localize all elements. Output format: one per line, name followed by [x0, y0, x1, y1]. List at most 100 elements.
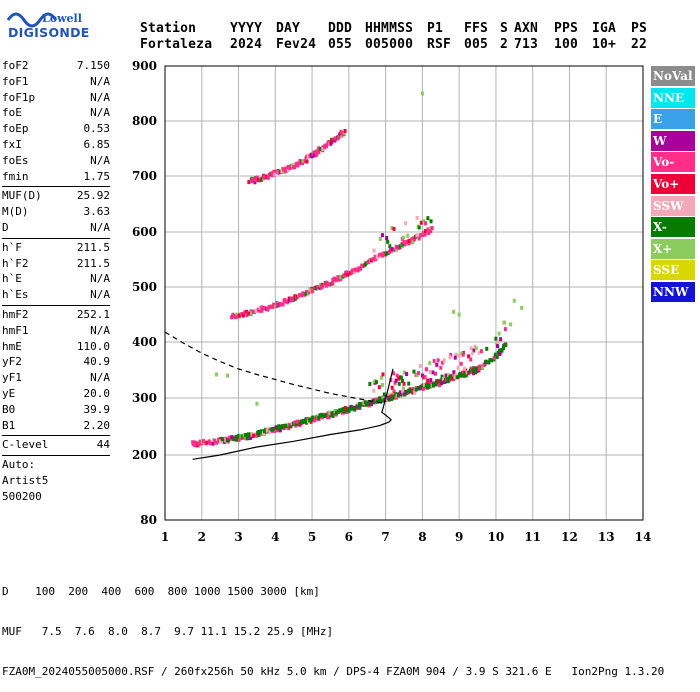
- echo-point: [331, 138, 335, 143]
- echo-point: [477, 366, 481, 371]
- echo-point: [328, 410, 332, 415]
- param-value: 7.150: [76, 59, 110, 72]
- echo-point: [503, 327, 507, 332]
- echo-point: [279, 424, 283, 429]
- echo-point: [281, 424, 285, 429]
- echo-point: [439, 378, 443, 383]
- echo-point: [268, 427, 272, 432]
- x-tick-label: 9: [455, 530, 463, 544]
- echo-point: [440, 374, 444, 379]
- echo-point: [310, 289, 314, 294]
- param-value: 110.0: [76, 339, 110, 353]
- echo-point: [336, 275, 340, 280]
- echo-point: [308, 287, 312, 292]
- echo-point: [500, 348, 504, 353]
- echo-point: [399, 375, 403, 380]
- echo-point: [384, 251, 388, 256]
- echo-point: [419, 233, 423, 238]
- echo-points: [191, 91, 524, 448]
- echo-point: [415, 233, 419, 238]
- y-tick-label: 300: [132, 391, 157, 405]
- y-tick-label: 80: [140, 513, 157, 527]
- echo-point: [499, 337, 503, 342]
- echo-point: [460, 370, 464, 375]
- header-value-0: Fortaleza: [140, 37, 213, 52]
- logo-wave-icon: [6, 12, 58, 28]
- echo-point: [257, 432, 261, 437]
- echo-point: [209, 441, 213, 446]
- echo-point: [461, 352, 465, 357]
- param-row-fxI: fxI 6.85: [2, 137, 110, 153]
- legend-item-noval: NoVal: [651, 66, 695, 86]
- echo-point: [334, 410, 338, 415]
- echo-point: [495, 354, 499, 359]
- echo-point: [312, 150, 316, 155]
- param-row-D: D N/A: [2, 220, 110, 236]
- echo-point: [414, 387, 418, 392]
- echo-point: [260, 177, 264, 182]
- param-row-B0: B0 39.9: [2, 402, 110, 418]
- echo-point: [372, 388, 376, 393]
- echo-point: [392, 389, 396, 394]
- param-name: foF1: [2, 74, 29, 88]
- y-tick-label: 200: [132, 448, 157, 462]
- echo-point: [428, 384, 432, 389]
- echo-point: [339, 277, 343, 282]
- echo-point: [254, 308, 258, 313]
- echo-point: [452, 309, 456, 314]
- echo-point: [381, 372, 385, 377]
- echo-point: [429, 229, 433, 234]
- echo-point: [459, 373, 463, 378]
- param-value: 211.5: [76, 240, 110, 254]
- param-name: fxI: [2, 137, 22, 151]
- header-value-5: RSF: [427, 37, 452, 52]
- echo-point: [214, 372, 218, 377]
- echo-point: [402, 240, 406, 245]
- echo-point: [291, 298, 295, 303]
- echo-point: [263, 306, 267, 311]
- legend-item-nnw: NNW: [651, 281, 695, 302]
- echo-point: [369, 400, 373, 405]
- echo-point: [301, 418, 305, 423]
- echo-point: [247, 311, 251, 316]
- echo-point: [495, 344, 499, 349]
- echo-point: [469, 357, 473, 362]
- echo-point: [498, 348, 502, 353]
- legend-item-e: E: [651, 109, 695, 130]
- digisonde-logo: Lowell DIGISONDE: [4, 6, 124, 46]
- echo-point: [304, 291, 308, 296]
- echo-point: [416, 371, 420, 376]
- echo-point: [428, 226, 432, 231]
- param-divider: [2, 304, 110, 306]
- echo-point: [386, 395, 390, 400]
- echo-point: [467, 354, 471, 359]
- param-value: 39.9: [83, 402, 111, 416]
- y-tick-label: 700: [132, 169, 157, 183]
- legend-item-w: W: [651, 130, 695, 151]
- echo-point: [407, 381, 411, 386]
- header-label-8: AXN: [514, 21, 539, 36]
- echo-point: [430, 225, 434, 230]
- echo-point: [343, 273, 347, 278]
- echo-point: [245, 436, 249, 441]
- echo-point: [403, 370, 407, 375]
- electron-density-profile: [192, 368, 394, 460]
- echo-point: [390, 225, 394, 230]
- echo-point: [435, 362, 439, 367]
- y-tick-label: 400: [132, 335, 157, 349]
- echo-point: [390, 247, 394, 252]
- echo-point: [399, 392, 403, 397]
- echo-point: [284, 423, 288, 428]
- echo-point: [408, 389, 412, 394]
- param-value: 1.75: [83, 169, 111, 183]
- echo-point: [419, 220, 423, 225]
- param-name: MUF(D): [2, 189, 42, 203]
- echo-point: [394, 244, 398, 249]
- echo-point: [468, 369, 472, 374]
- footer-file-info: FZA0M_2024055005000.RSF / 260fx256h 50 k…: [2, 665, 665, 679]
- auto-scaling-line: Artist5: [2, 473, 49, 487]
- echo-point: [520, 305, 524, 310]
- param-name: hmF1: [2, 323, 29, 337]
- echo-point: [419, 385, 423, 390]
- header-value-10: 10+: [592, 37, 617, 52]
